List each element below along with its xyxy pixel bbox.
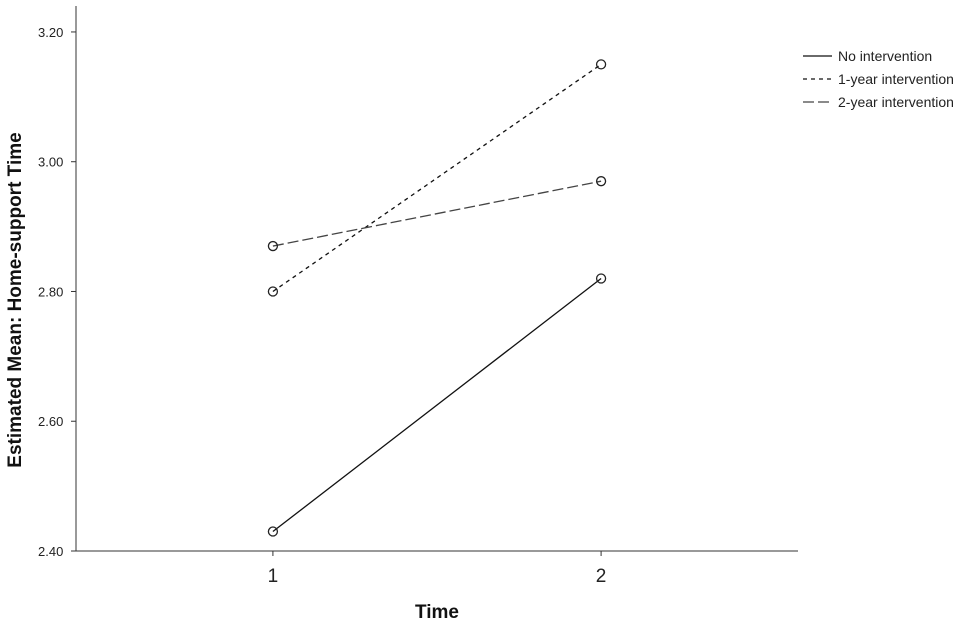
legend-label: 2-year intervention — [838, 94, 954, 110]
data-point-marker — [595, 176, 607, 187]
series-layer — [267, 59, 607, 537]
x-tick-label: 1 — [268, 566, 279, 587]
x-axis-title: Time — [415, 602, 459, 623]
series-line — [272, 180, 602, 247]
data-point-marker — [595, 59, 607, 70]
y-tick-label: 2.40 — [38, 544, 63, 559]
data-point-marker — [267, 286, 279, 297]
series-3 — [267, 176, 607, 252]
legend: No intervention 1-year intervention 2-year… — [803, 48, 954, 110]
legend-label: 1-year intervention — [838, 71, 954, 87]
y-tick-label: 2.60 — [38, 414, 63, 429]
series-2 — [267, 59, 607, 297]
y-axis-ticks: 2.40 2.60 2.80 3.00 3.20 — [38, 25, 76, 559]
y-tick-label: 3.20 — [38, 25, 63, 40]
series-line — [272, 277, 602, 533]
legend-label: No intervention — [838, 48, 932, 64]
data-point-marker — [595, 273, 607, 284]
x-tick-label: 2 — [596, 566, 607, 587]
data-point-marker — [267, 240, 279, 252]
y-tick-label: 2.80 — [38, 284, 63, 299]
data-point-marker — [267, 526, 279, 537]
series-1 — [267, 273, 607, 537]
series-line — [272, 63, 602, 293]
plot-area — [75, 6, 798, 552]
y-tick-label: 3.00 — [38, 155, 63, 170]
y-axis-title: Estimated Mean: Home-support Time — [5, 132, 26, 467]
